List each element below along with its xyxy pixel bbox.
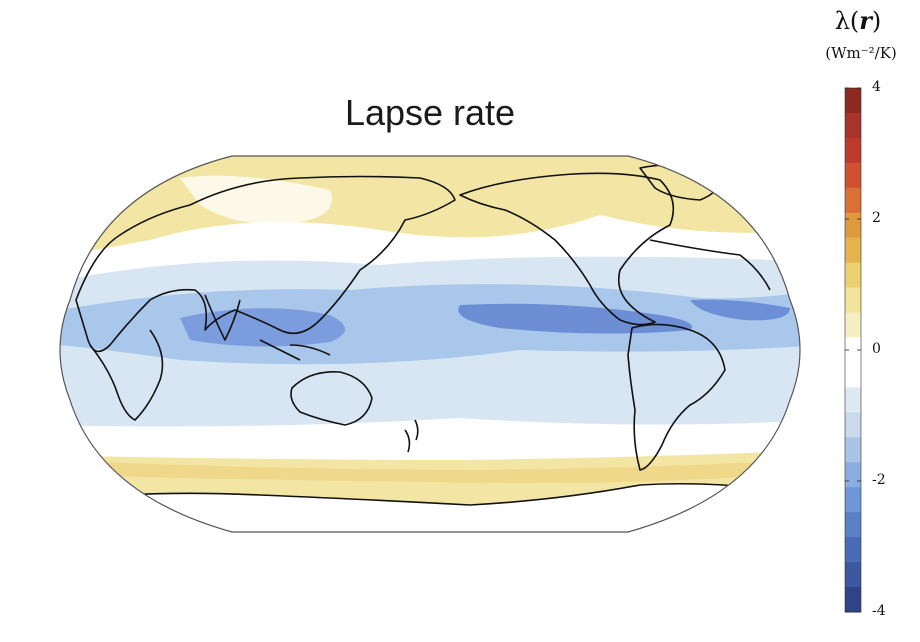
colorbar-segment — [845, 88, 861, 114]
colorbar-segment — [845, 187, 861, 214]
colorbar-tick-label: -4 — [872, 603, 886, 619]
colorbar-segment — [845, 287, 861, 314]
colorbar-tick-label: 0 — [872, 341, 881, 357]
colorbar-segment — [845, 162, 861, 189]
colorbar-segment — [845, 337, 861, 363]
map-background — [60, 156, 800, 532]
colorbar-segment — [845, 537, 861, 563]
colorbar-segment — [845, 437, 861, 463]
antarctica — [60, 483, 800, 532]
colorbar-units: (Wm⁻²/K) — [825, 44, 897, 62]
colorbar-segment — [845, 562, 861, 588]
colorbar-ticks — [845, 87, 861, 613]
colorbar-tick-label: 4 — [872, 79, 881, 95]
colorbar-segment — [845, 362, 861, 388]
colorbar-segment — [845, 262, 861, 289]
colorbar-segment — [845, 487, 861, 513]
cool-region-strong — [180, 308, 345, 347]
colorbar-segment — [845, 412, 861, 438]
colorbar-segment — [845, 237, 861, 264]
colorbar-tick-label: 2 — [872, 210, 881, 226]
colorbar-segment — [845, 512, 861, 538]
globe-border — [59, 155, 801, 533]
colorbar-segment — [845, 137, 861, 164]
map-title: Lapse rate — [344, 92, 516, 133]
colorbar-tick-label: -2 — [872, 472, 886, 488]
colorbar-segment — [845, 312, 861, 339]
colorbar-segment — [845, 462, 861, 488]
colorbar-symbol: λ(r) — [834, 6, 882, 35]
colorbar-segment — [845, 112, 861, 139]
colorbar-segment — [845, 587, 861, 613]
colorbar-segment — [845, 387, 861, 413]
colorbar-segment — [845, 212, 861, 239]
